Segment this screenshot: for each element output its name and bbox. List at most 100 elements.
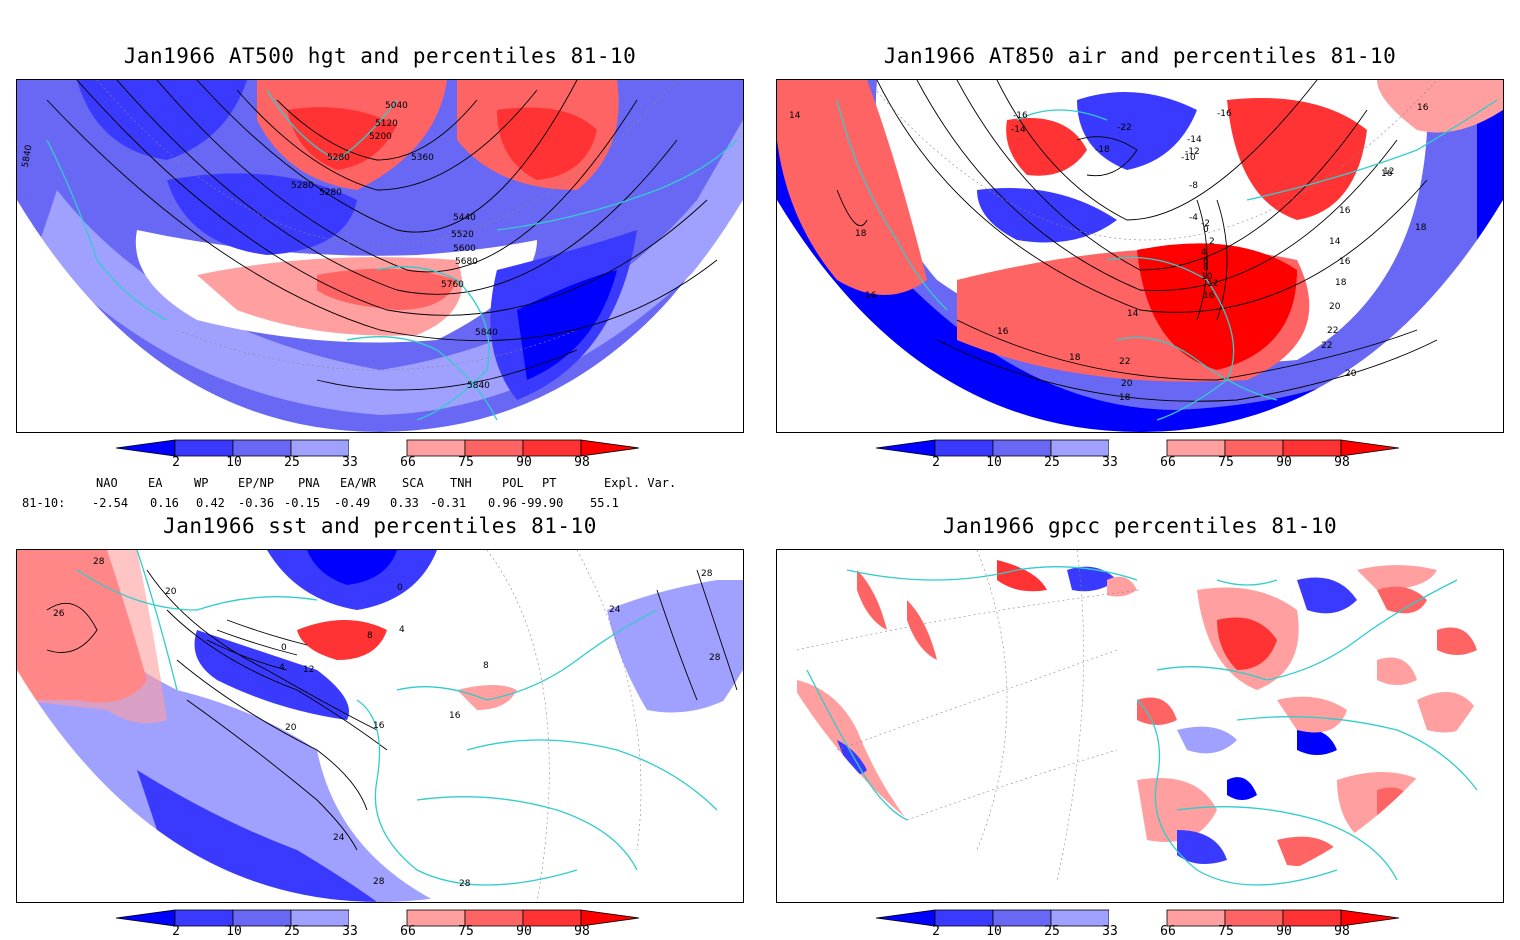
index-header: WP <box>194 476 209 490</box>
colorbar-box <box>1050 439 1110 457</box>
panel-title-gpcc: Jan1966 gpcc percentiles 81-10 <box>942 514 1338 538</box>
contour-label: -16 <box>1217 109 1232 119</box>
contour-label: 28 <box>459 879 471 889</box>
colorbar-tick: 90 <box>516 455 532 470</box>
contour-label: 20 <box>1121 379 1133 389</box>
index-value: 0.96 <box>488 496 517 510</box>
colorbar-tick: 10 <box>226 455 242 470</box>
contour-label-group: 5040 5120 5200 5280 5360 5280 5280 5440 … <box>21 101 498 391</box>
colorbar-tick: 66 <box>400 455 416 470</box>
colorbar-tick: 25 <box>284 924 300 939</box>
colorbar-tick: 90 <box>1276 455 1292 470</box>
index-header: Expl. Var. <box>604 476 677 490</box>
index-value: -99.90 <box>520 496 564 510</box>
contour-label: 5840 <box>475 328 498 338</box>
coastlines <box>76 550 718 886</box>
contour-label: 18 <box>1335 278 1347 288</box>
index-header: PNA <box>298 476 320 490</box>
contour-label-group: 28 26 20 0 4 8 12 16 20 24 28 28 16 8 4 … <box>53 557 721 889</box>
colorbar-box <box>349 910 407 926</box>
contour-label: 24 <box>333 833 345 843</box>
index-header: EP/NP <box>238 476 275 490</box>
colorbar-sst <box>115 909 640 927</box>
colorbar-arrow-high <box>1340 909 1400 927</box>
contour-label: -14 <box>1011 125 1026 135</box>
index-header: TNH <box>450 476 472 490</box>
graticule <box>866 80 1438 241</box>
colorbar-tick: 25 <box>1044 455 1060 470</box>
index-value: -0.49 <box>334 496 371 510</box>
colorbar-box <box>174 439 234 457</box>
colorbar-box <box>232 439 292 457</box>
contour-label: 18 <box>1069 353 1081 363</box>
contour-label: -2 <box>1201 219 1210 229</box>
contour-label: 14 <box>1329 237 1341 247</box>
contour-label: 5280 <box>291 181 314 191</box>
index-value: -0.31 <box>430 496 467 510</box>
contour-label: 16 <box>865 291 877 301</box>
contour-label: 2 <box>1209 237 1215 247</box>
contour-label: 16 <box>1203 291 1215 301</box>
contour-label: 22 <box>1119 357 1130 367</box>
contour-label: 16 <box>997 327 1009 337</box>
colorbar-tick: 98 <box>574 924 590 939</box>
contour-label: -18 <box>1095 145 1110 155</box>
colorbar-tick: 75 <box>1218 455 1234 470</box>
height-contours <box>46 80 718 391</box>
contour-label: 20 <box>285 723 297 733</box>
colorbar-tick: 75 <box>458 924 474 939</box>
map-panel-sst: 28 26 20 0 4 8 12 16 20 24 28 28 16 8 4 … <box>16 549 744 903</box>
shade-blue-atlantic <box>977 188 1117 243</box>
contour-label: 20 <box>1345 369 1357 379</box>
contour-label: 5840 <box>467 381 490 391</box>
colorbar-box <box>522 439 582 457</box>
indices-table: NAO EA WP EP/NP PNA EA/WR SCA TNH POL PT… <box>0 474 760 514</box>
contour-label: 14 <box>1127 309 1139 319</box>
map-outside-mask <box>17 670 743 902</box>
shade-red-greenland <box>1006 118 1087 176</box>
contour-label: -8 <box>1189 181 1198 191</box>
contour-label: 12 <box>303 665 314 675</box>
map-panel-hgt500: 5040 5120 5200 5280 5360 5280 5280 5440 … <box>16 79 744 433</box>
contour-label: 28 <box>373 877 385 887</box>
contour-label: 16 <box>1381 169 1393 179</box>
map-panel-air850: -16 -14 -16 -18 -22 -14 -12 -10 -8 -4 -2… <box>776 79 1504 433</box>
contour-label-group: -16 -14 -16 -18 -22 -14 -12 -10 -8 -4 -2… <box>789 103 1429 403</box>
contour-label: 14 <box>789 111 801 121</box>
colorbar-ticks-gpcc: 2 10 25 33 66 75 90 98 <box>0 924 1520 940</box>
index-value: -0.36 <box>238 496 275 510</box>
contour-label: 8 <box>1203 263 1209 273</box>
shade-red-siberia-core <box>497 107 597 180</box>
colorbar-box <box>464 439 524 457</box>
colorbar-arrow-low <box>115 439 176 457</box>
index-value: 0.42 <box>196 496 225 510</box>
colorbar-tick: 25 <box>1044 924 1060 939</box>
contour-label: 5280 <box>327 153 350 163</box>
shade-blue-north <box>1077 92 1197 170</box>
colorbar-box <box>1109 440 1167 456</box>
temperature-contours <box>836 80 1438 402</box>
panel-title-air850: Jan1966 AT850 air and percentiles 81-10 <box>883 44 1397 68</box>
shade-blue-indian <box>607 580 743 713</box>
contour-label: 4 <box>1201 248 1207 258</box>
index-row-label: 81-10: <box>22 496 66 510</box>
contour-label: 0 <box>397 583 403 593</box>
contour-label: 5200 <box>369 132 392 142</box>
shade-blue-gulfstream <box>194 630 349 720</box>
contour-label: 5840 <box>21 144 35 169</box>
shade-blue-pacific <box>77 80 247 160</box>
contour-label: 8 <box>367 631 373 641</box>
contour-label: 16 <box>1417 103 1429 113</box>
contour-label: 10 <box>1201 272 1213 282</box>
colorbar-tick: 90 <box>516 924 532 939</box>
shade-red-africa-core <box>317 268 457 310</box>
contour-label: 5120 <box>375 119 398 129</box>
contour-label: 16 <box>449 711 461 721</box>
index-header: EA/WR <box>340 476 377 490</box>
panel-title-sst: Jan1966 sst and percentiles 81-10 <box>163 514 597 538</box>
contour-label: 28 <box>701 569 713 579</box>
contour-label: 20 <box>165 587 177 597</box>
colorbar-box <box>992 439 1052 457</box>
index-header: NAO <box>96 476 118 490</box>
colorbar-box <box>1109 910 1167 926</box>
